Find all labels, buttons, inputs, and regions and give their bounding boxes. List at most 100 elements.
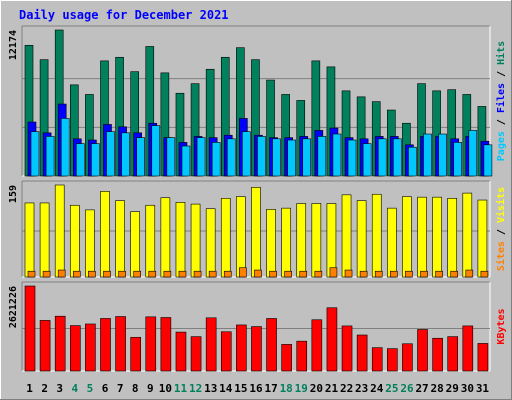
legend-entry: KBytes	[496, 308, 507, 344]
bar-sites-day-25	[390, 270, 398, 278]
bar-sites-day-21	[329, 267, 338, 278]
bar-visits-day-26	[402, 196, 412, 278]
bar-sites-day-23	[359, 270, 368, 278]
x-tick-label-day-1: 1	[26, 382, 33, 395]
chart-title: Daily usage for December 2021	[19, 8, 229, 22]
legend-entry: Hits	[495, 41, 507, 65]
bar-pages-day-23	[362, 143, 372, 177]
x-tick-label-day-26: 26	[400, 382, 414, 395]
bar-pages-day-22	[347, 139, 357, 177]
legend-entry: /	[496, 113, 507, 131]
x-tick-label-day-29: 29	[446, 382, 459, 395]
bar-visits-day-14	[220, 198, 231, 278]
bar-visits-day-19	[296, 203, 307, 278]
bar-pages-day-18	[287, 139, 296, 177]
x-tick-label-day-8: 8	[132, 382, 139, 395]
x-tick-label-day-16: 16	[249, 382, 263, 395]
legend-entry: /	[496, 223, 507, 241]
x-tick-label-day-19: 19	[295, 382, 308, 395]
x-tick-label-day-11: 11	[174, 382, 188, 395]
legend-kbytes: KBytes	[496, 308, 507, 344]
bar-pages-day-15	[242, 131, 251, 177]
bar-visits-day-10	[160, 197, 171, 278]
bar-kbytes-day-27	[417, 329, 428, 372]
bar-sites-day-17	[269, 270, 277, 278]
bar-pages-day-6	[106, 131, 115, 177]
bar-pages-day-20	[317, 136, 327, 177]
x-tick-label-day-24: 24	[370, 382, 384, 395]
bar-sites-day-4	[72, 270, 81, 278]
bar-visits-day-16	[251, 187, 261, 278]
x-tick-label-day-12: 12	[189, 382, 202, 395]
bar-visits-day-6	[100, 191, 110, 278]
bar-kbytes-day-10	[160, 317, 172, 372]
x-tick-label-day-6: 6	[102, 382, 109, 395]
x-tick-label-day-30: 30	[461, 382, 474, 395]
bar-visits-day-8	[130, 211, 140, 278]
bar-sites-day-24	[374, 270, 383, 278]
bar-pages-day-19	[302, 138, 312, 177]
bar-kbytes-day-18	[281, 344, 292, 372]
bar-pages-day-1	[30, 131, 40, 177]
bar-sites-day-26	[405, 270, 413, 278]
bar-pages-day-10	[166, 137, 176, 177]
bar-pages-day-26	[408, 146, 417, 177]
x-tick-label-day-15: 15	[234, 382, 247, 395]
bar-pages-day-5	[91, 143, 100, 177]
bar-sites-day-16	[254, 269, 262, 278]
bar-pages-day-27	[423, 133, 432, 177]
bar-visits-day-5	[85, 209, 95, 278]
bar-kbytes-day-30	[462, 325, 474, 372]
x-tick-label-day-31: 31	[476, 382, 490, 395]
bar-kbytes-day-23	[356, 334, 368, 372]
bar-visits-day-28	[432, 196, 442, 278]
bar-pages-day-12	[196, 137, 206, 177]
bar-visits-day-3	[54, 184, 65, 278]
x-tick-label-day-17: 17	[264, 382, 277, 395]
bar-sites-day-1	[27, 270, 36, 278]
x-tick-label-day-28: 28	[431, 382, 444, 395]
bar-pages-day-17	[272, 138, 281, 177]
bar-kbytes-day-7	[115, 316, 126, 372]
bar-kbytes-day-9	[145, 316, 157, 372]
bar-visits-day-17	[266, 209, 276, 278]
bar-kbytes-day-11	[175, 331, 187, 372]
bar-kbytes-day-20	[311, 319, 323, 372]
x-tick-label-day-21: 21	[325, 382, 339, 395]
x-tick-label-day-9: 9	[147, 382, 154, 395]
legend-hits-files-pages: Pages / Files / Hits	[495, 41, 507, 161]
bar-sites-day-6	[103, 270, 111, 278]
bar-visits-day-23	[356, 200, 367, 278]
x-tick-label-day-20: 20	[310, 382, 323, 395]
x-tick-label-day-2: 2	[41, 382, 48, 395]
bar-visits-day-18	[281, 207, 291, 278]
bar-visits-day-15	[236, 196, 246, 278]
bar-visits-day-30	[462, 192, 473, 278]
bar-kbytes-day-21	[326, 307, 338, 372]
bar-sites-day-31	[480, 270, 489, 278]
bar-sites-day-3	[57, 269, 66, 278]
legend-entry: /	[496, 65, 507, 83]
bar-visits-day-2	[39, 202, 50, 278]
bar-visits-day-12	[190, 203, 201, 278]
ymax-label: 2621226	[8, 286, 19, 328]
bar-kbytes-day-19	[296, 340, 308, 372]
bar-pages-day-31	[483, 144, 493, 177]
bar-sites-day-2	[42, 270, 51, 278]
bar-kbytes-day-31	[477, 343, 489, 372]
bar-sites-day-27	[420, 270, 428, 278]
bar-sites-day-29	[450, 270, 459, 278]
bar-pages-day-29	[453, 142, 463, 177]
bar-pages-day-24	[377, 138, 387, 177]
bar-kbytes-day-1	[24, 285, 36, 372]
bar-sites-day-15	[239, 267, 247, 278]
bar-sites-day-18	[284, 270, 292, 278]
bar-visits-day-11	[175, 202, 186, 278]
bar-kbytes-day-2	[39, 320, 51, 372]
bar-pages-day-28	[438, 133, 447, 177]
x-tick-label-day-14: 14	[219, 382, 233, 395]
bar-kbytes-day-24	[371, 347, 383, 372]
bar-pages-day-8	[136, 137, 145, 177]
bar-kbytes-day-22	[341, 325, 353, 372]
bar-kbytes-day-29	[447, 336, 459, 372]
